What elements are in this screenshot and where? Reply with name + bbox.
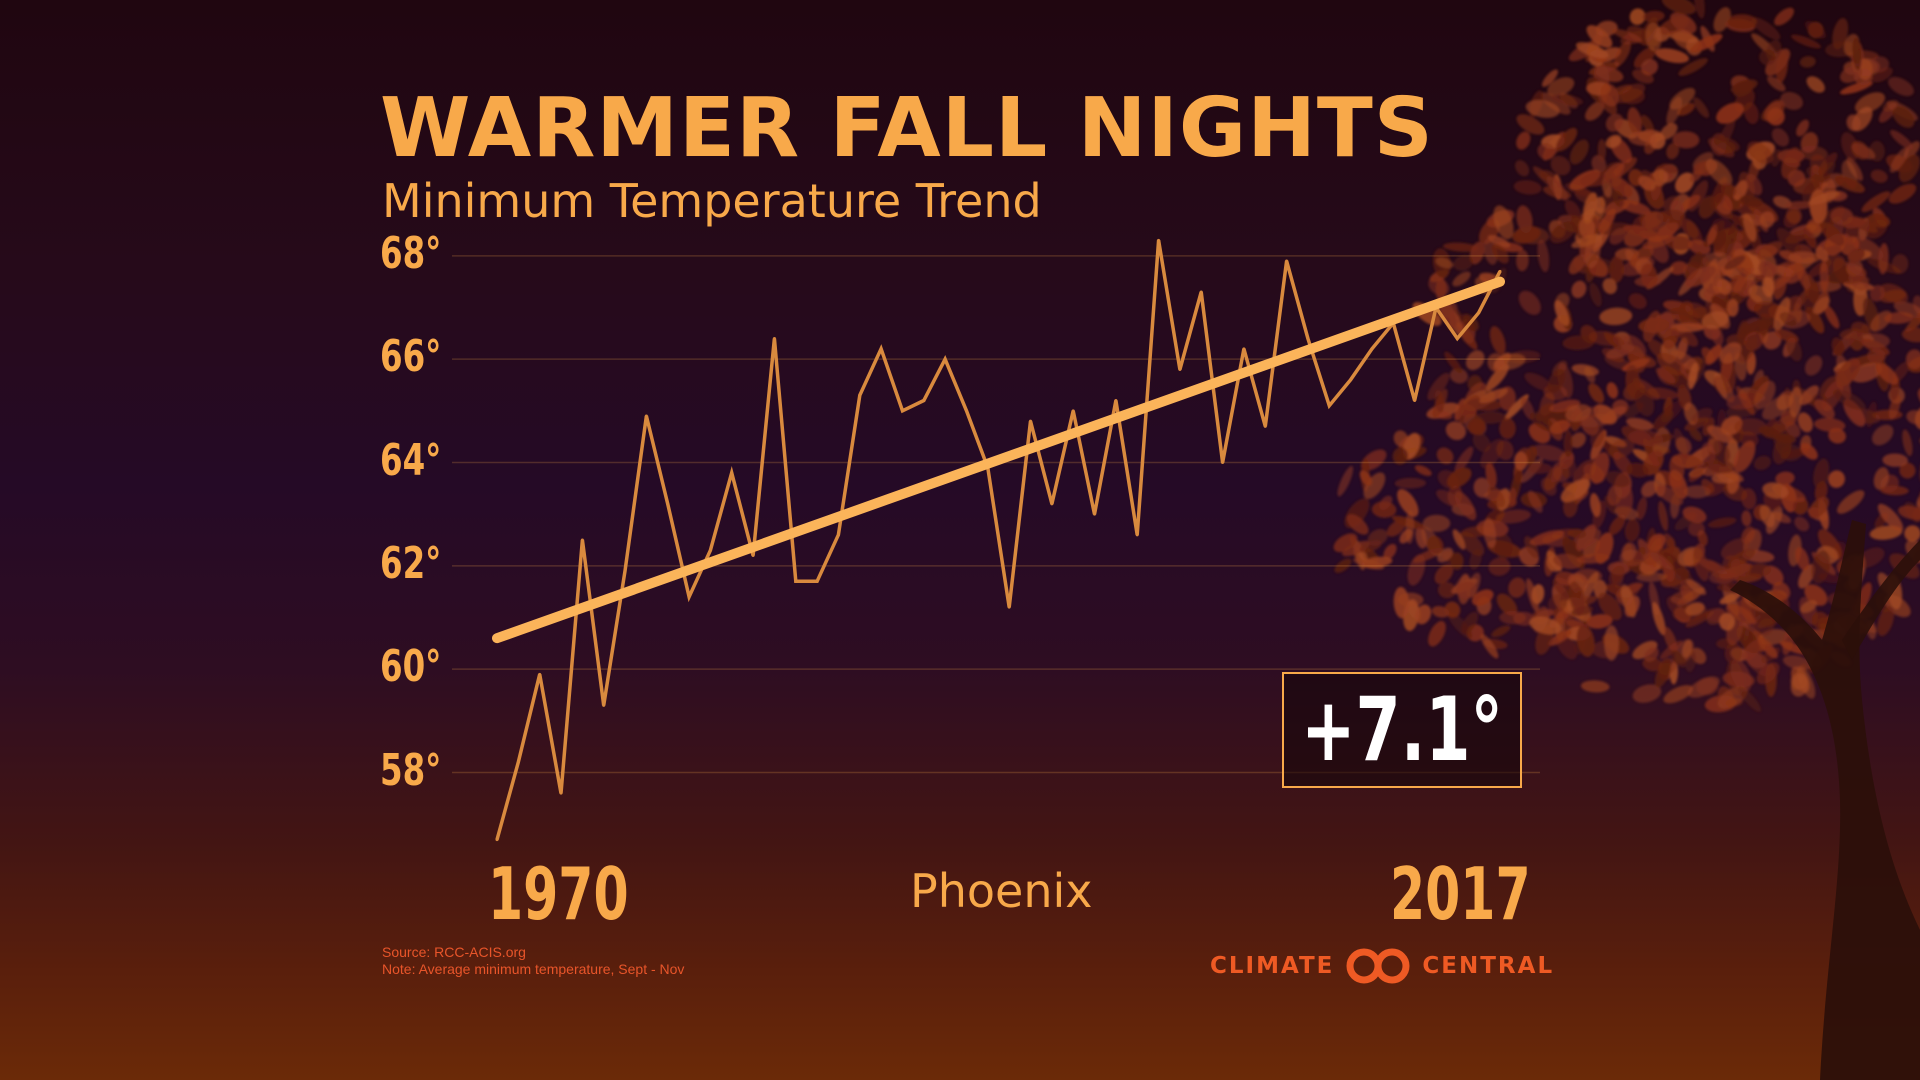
- data-point: [1413, 399, 1417, 402]
- data-point: [666, 502, 670, 506]
- data-point: [1199, 290, 1203, 294]
- data-point: [794, 579, 798, 583]
- y-tick-label: 64°: [380, 434, 442, 486]
- data-point: [1178, 368, 1182, 371]
- data-point: [879, 347, 883, 351]
- data-point: [1093, 512, 1097, 516]
- data-point: [943, 357, 947, 361]
- data-point: [1050, 502, 1054, 506]
- chart-data-layer: [492, 238, 1505, 842]
- data-point: [1157, 238, 1161, 242]
- tree-trunk: [1730, 520, 1920, 1080]
- data-point: [1071, 409, 1075, 413]
- data-point: [1221, 461, 1225, 464]
- data-point: [708, 548, 712, 552]
- chart-subtitle: Minimum Temperature Trend: [382, 174, 1042, 228]
- data-point: [495, 838, 499, 842]
- data-point: [1370, 347, 1374, 351]
- x-axis-end-label: 2017: [1390, 852, 1531, 936]
- data-point: [772, 337, 776, 340]
- data-point: [964, 409, 968, 413]
- data-point: [1327, 404, 1331, 408]
- data-point: [1306, 337, 1310, 340]
- data-point: [623, 569, 627, 573]
- data-point: [1135, 533, 1139, 537]
- data-point: [538, 672, 542, 676]
- location-label: Phoenix: [910, 864, 1093, 918]
- data-point: [751, 554, 755, 557]
- data-point: [687, 595, 691, 599]
- data-point: [836, 533, 840, 537]
- trend-line: [492, 276, 1505, 644]
- x-axis-start-label: 1970: [488, 852, 629, 936]
- y-tick-label: 66°: [380, 331, 442, 383]
- source-line: Source: RCC-ACIS.org: [382, 944, 526, 960]
- data-point: [815, 579, 819, 583]
- source-note: Source: RCC-ACIS.org Note: Average minim…: [382, 944, 684, 978]
- data-point: [730, 471, 734, 475]
- data-point: [644, 414, 648, 418]
- data-point: [858, 393, 862, 397]
- data-point: [602, 703, 606, 707]
- data-point: [516, 760, 520, 764]
- brand-left-word: CLIMATE: [1210, 952, 1335, 979]
- data-point: [1263, 424, 1267, 428]
- data-point: [1114, 399, 1118, 402]
- data-point: [1455, 337, 1459, 340]
- temperature-change-badge: +7.1°: [1282, 672, 1522, 788]
- series-line-min-temperature: [495, 240, 1502, 841]
- data-point: [1349, 378, 1353, 382]
- data-point: [1285, 259, 1289, 263]
- data-point: [1007, 605, 1011, 609]
- data-point: [1477, 311, 1481, 315]
- chart-title: WARMER FALL NIGHTS: [380, 81, 1434, 176]
- climate-central-logo: CLIMATE CENTRAL: [1210, 948, 1554, 984]
- data-point: [922, 399, 926, 402]
- data-point: [559, 791, 563, 795]
- climate-central-loops-icon: [1346, 948, 1410, 984]
- note-line: Note: Average minimum temperature, Sept …: [382, 961, 685, 977]
- data-point: [1029, 419, 1033, 423]
- y-tick-label: 60°: [380, 641, 442, 693]
- data-point: [1242, 347, 1246, 351]
- y-tick-label: 68°: [380, 227, 442, 279]
- y-tick-label: 58°: [380, 744, 442, 796]
- data-point: [900, 409, 904, 413]
- brand-right-word: CENTRAL: [1422, 952, 1555, 979]
- temperature-change-value: +7.1°: [1301, 678, 1503, 781]
- y-tick-label: 62°: [380, 537, 442, 589]
- data-point: [1498, 269, 1502, 273]
- data-point: [580, 538, 584, 542]
